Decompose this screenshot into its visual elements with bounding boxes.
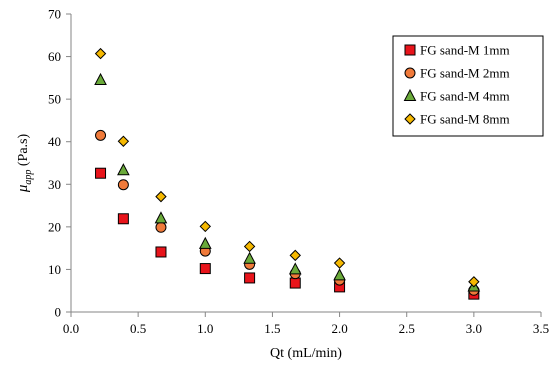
- data-point-circle: [117, 179, 129, 191]
- data-point-diamond: [333, 257, 346, 269]
- y-tick-label: 20: [48, 219, 61, 234]
- data-point-square: [199, 263, 211, 275]
- axes: [70, 14, 541, 313]
- y-tick-label: 70: [48, 7, 61, 22]
- data-point-diamond: [243, 240, 256, 253]
- x-tick-label: 0.5: [130, 321, 146, 336]
- x-tick-label: 1.5: [264, 321, 280, 336]
- data-point-triangle: [154, 211, 168, 224]
- y-axis-subscript: app: [23, 170, 34, 185]
- data-point-diamond: [155, 190, 167, 203]
- legend-marker-circle: [404, 67, 416, 79]
- x-tick-label: 0.0: [63, 321, 79, 336]
- legend-box: [392, 35, 544, 137]
- data-markers: [94, 47, 481, 300]
- y-tick-label: 30: [48, 177, 61, 192]
- legend-item: FG sand-M 8mm: [404, 112, 510, 127]
- legend-item: FG sand-M 4mm: [403, 88, 510, 104]
- y-tick-label: 0: [55, 305, 62, 320]
- data-point-circle: [95, 129, 107, 141]
- y-tick-label: 10: [48, 262, 61, 277]
- y-tick-label: 60: [48, 49, 61, 64]
- x-axis-title: Qt (mL/min): [270, 346, 342, 361]
- y-axis-symbol: μ: [15, 184, 31, 193]
- legend-marker-diamond: [404, 113, 416, 125]
- y-axis-ticks: 0 10 20 30 40 50 60 70: [48, 7, 71, 320]
- data-point-square: [117, 213, 129, 225]
- data-point-square: [95, 167, 107, 179]
- data-point-diamond: [117, 135, 130, 147]
- legend-label: FG sand-M 4mm: [420, 89, 510, 104]
- data-point-circle: [155, 221, 167, 233]
- legend-item: FG sand-M 2mm: [404, 66, 510, 81]
- legend: FG sand-M 1mm FG sand-M 2mm FG sand-M 4mm F…: [392, 35, 544, 137]
- data-point-diamond: [289, 249, 301, 262]
- data-point-triangle: [288, 262, 302, 275]
- y-axis-unit: (Pa.s): [16, 134, 31, 170]
- series-circle-points: [95, 129, 480, 296]
- data-point-triangle: [198, 236, 212, 249]
- data-point-diamond: [199, 220, 211, 233]
- x-tick-label: 2.5: [399, 321, 415, 336]
- x-tick-label: 3.0: [466, 321, 482, 336]
- data-point-square: [244, 272, 256, 284]
- data-point-triangle: [243, 251, 256, 264]
- series-triangle-points: [94, 72, 481, 292]
- x-tick-label: 2.0: [331, 321, 347, 336]
- legend-item: FG sand-M 1mm: [404, 43, 510, 58]
- y-tick-label: 50: [48, 92, 61, 107]
- y-axis-title: μapp (Pa.s): [15, 134, 34, 194]
- data-point-square: [289, 277, 301, 289]
- x-tick-label: 3.5: [533, 321, 549, 336]
- legend-label: FG sand-M 2mm: [420, 66, 510, 81]
- data-point-diamond: [94, 47, 107, 60]
- data-point-diamond: [468, 276, 480, 288]
- data-point-triangle: [94, 72, 107, 85]
- y-tick-label: 40: [48, 134, 61, 149]
- legend-marker-square: [404, 44, 416, 56]
- x-axis-ticks: 0.0 0.5 1.0 1.5 2.0 2.5 3.0 3.5: [63, 312, 549, 336]
- x-tick-label: 1.0: [197, 321, 213, 336]
- series-diamond-points: [94, 47, 480, 288]
- legend-label: FG sand-M 1mm: [420, 43, 510, 58]
- legend-marker-triangle: [403, 88, 417, 101]
- legend-label: FG sand-M 8mm: [420, 112, 510, 127]
- data-point-square: [155, 246, 167, 258]
- series-square-points: [95, 167, 480, 300]
- data-point-triangle: [333, 268, 346, 281]
- data-point-triangle: [117, 163, 130, 176]
